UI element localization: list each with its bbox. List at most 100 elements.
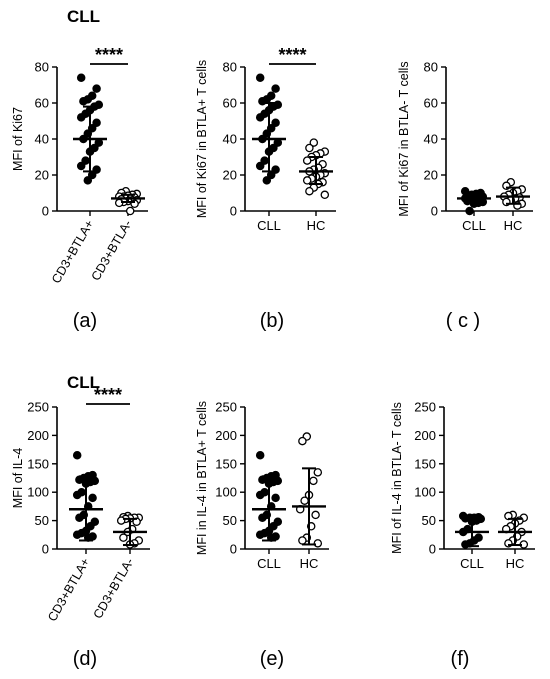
- y-tick-label: 40: [223, 132, 237, 147]
- chart-d: 0 50 100 150 200 250 MFI of IL-4 CD3+BTLA+CD3+B…: [11, 385, 150, 624]
- panel-label-d: (d): [73, 648, 97, 670]
- data-point: [79, 96, 88, 106]
- x-tick-label: HC: [506, 556, 525, 571]
- data-point: [76, 113, 86, 122]
- data-point: [313, 539, 323, 548]
- data-point: [92, 118, 101, 128]
- y-tick-label: 0: [230, 204, 237, 219]
- x-tick-label: CD3+BTLA-: [91, 556, 137, 622]
- data-point: [298, 436, 307, 446]
- y-tick-label: 20: [424, 168, 438, 183]
- y-tick-label: 200: [27, 428, 49, 443]
- y-tick-label: 20: [223, 168, 237, 183]
- y-tick-label: 0: [431, 204, 438, 219]
- row-title-top: CLL: [67, 7, 100, 26]
- data-point: [72, 490, 82, 500]
- data-point: [125, 206, 135, 216]
- significance-stars: ****: [94, 385, 122, 405]
- data-point: [255, 490, 265, 500]
- data-point: [271, 493, 280, 503]
- y-tick-label: 150: [414, 456, 436, 471]
- y-tick-label: 40: [424, 132, 438, 147]
- data-point: [75, 513, 84, 523]
- x-tick-label: CLL: [462, 218, 486, 233]
- data-point: [313, 468, 323, 477]
- y-tick-label: 60: [35, 96, 49, 111]
- x-tick-label: CD3+BTLA+: [45, 556, 93, 624]
- y-tick-label: 80: [35, 60, 49, 75]
- y-tick-label: 100: [215, 485, 237, 500]
- x-tick-label: HC: [307, 218, 326, 233]
- y-axis-title: MFI of IL-4: [11, 448, 25, 508]
- y-tick-label: 0: [42, 204, 49, 219]
- y-axis-title: MFI of Ki67: [11, 107, 25, 171]
- data-point: [300, 496, 309, 505]
- chart-b: 0 20 40 60 80 MFI of Ki67 in BTLA+ T cells CLL…: [195, 45, 336, 233]
- y-tick-label: 250: [27, 400, 49, 415]
- data-point: [76, 73, 86, 83]
- data-point: [302, 176, 312, 185]
- data-point: [83, 176, 93, 185]
- x-tick-label: CLL: [460, 556, 484, 571]
- y-tick-label: 100: [27, 485, 49, 500]
- x-tick-label: CLL: [257, 218, 281, 233]
- data-point: [262, 176, 272, 185]
- data-point: [305, 143, 314, 153]
- x-tick-label: CD3+BTLA-: [89, 218, 135, 284]
- y-tick-label: 200: [414, 428, 436, 443]
- data-point: [76, 161, 86, 171]
- y-tick-label: 80: [424, 60, 438, 75]
- y-tick-label: 60: [223, 96, 237, 111]
- data-point: [255, 530, 265, 540]
- data-point: [72, 530, 82, 540]
- data-point: [465, 206, 474, 216]
- y-tick-label: 50: [223, 513, 237, 528]
- chart-c: 0 20 40 60 80 MFI of Ki67 in BTLA- T cells CLL…: [397, 60, 533, 233]
- x-tick-label: HC: [504, 218, 523, 233]
- data-point: [255, 451, 265, 460]
- y-axis-title: MFI in IL-4 in BTLA+ T cells: [195, 401, 209, 555]
- data-point: [302, 156, 312, 165]
- panel-label-c: ( c ): [446, 310, 480, 332]
- y-axis-title: MFI of IL-4 in BTLA- T cells: [390, 402, 404, 554]
- data-point: [258, 513, 267, 523]
- data-point: [311, 510, 320, 520]
- data-point: [92, 84, 101, 93]
- data-point: [320, 190, 330, 200]
- y-tick-label: 40: [35, 132, 49, 147]
- y-axis-title: MFI of Ki67 in BTLA- T cells: [397, 61, 411, 216]
- data-point: [255, 161, 265, 171]
- x-tick-label: HC: [300, 556, 319, 571]
- y-tick-label: 250: [215, 400, 237, 415]
- data-point: [255, 113, 265, 122]
- y-tick-label: 0: [429, 542, 436, 557]
- y-tick-label: 80: [223, 60, 237, 75]
- y-axis-title: MFI of Ki67 in BTLA+ T cells: [195, 60, 209, 218]
- data-point: [271, 84, 280, 93]
- y-tick-label: 50: [422, 513, 436, 528]
- data-point: [309, 138, 319, 147]
- x-tick-label: CLL: [257, 556, 281, 571]
- data-point: [309, 476, 318, 486]
- data-point: [271, 118, 280, 128]
- y-tick-label: 50: [35, 513, 49, 528]
- chart-e: 0 50 100 150 200 250 MFI in IL-4 in BTLA+ T ce…: [195, 400, 329, 571]
- y-tick-label: 150: [215, 456, 237, 471]
- panel-label-e: (e): [260, 648, 284, 670]
- y-tick-label: 250: [414, 400, 436, 415]
- chart-f: 0 50 100 150 200 250 MFI of IL-4 in BTLA- T ce…: [390, 400, 535, 571]
- data-point: [119, 533, 128, 542]
- y-tick-label: 0: [42, 542, 49, 557]
- data-point: [305, 186, 314, 196]
- data-point: [298, 536, 307, 545]
- panel-label-f: (f): [451, 648, 470, 670]
- y-tick-label: 150: [27, 456, 49, 471]
- y-tick-label: 0: [230, 542, 237, 557]
- significance-stars: ****: [95, 45, 123, 65]
- significance-stars: ****: [278, 45, 306, 65]
- row-title-bottom: CLL: [67, 373, 100, 392]
